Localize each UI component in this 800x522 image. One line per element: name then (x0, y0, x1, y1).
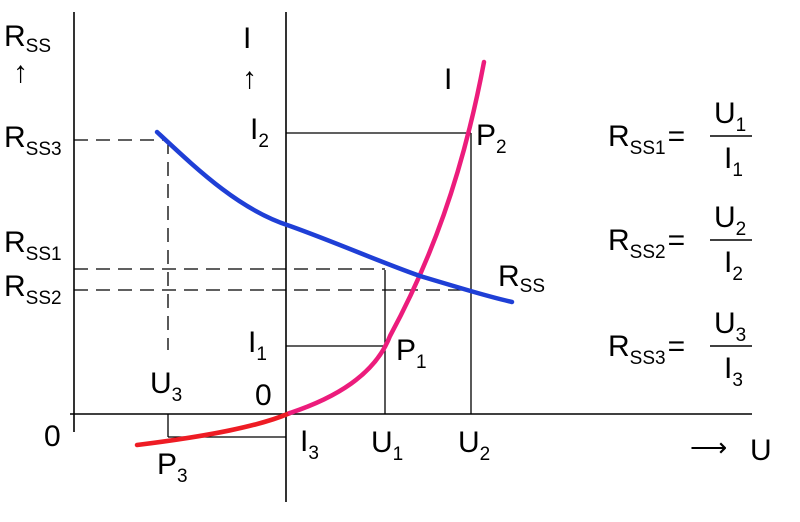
formula-rss3: RSS3= U3 I3 (608, 307, 752, 391)
formula-rss3-lhs: RSS3= (608, 330, 685, 369)
rss2-tick-label: RSS2 (4, 270, 62, 309)
rss-curve-label: RSS (498, 260, 545, 297)
formula-rss3-numerator: U3 (714, 307, 746, 346)
u2-tick-label: U2 (458, 426, 490, 465)
formula-rss2-denominator: I2 (724, 246, 743, 285)
i3-tick-label: I3 (300, 425, 319, 464)
point-p1-label: P1 (396, 334, 427, 373)
current-curve (287, 59, 487, 416)
current-curve-label: I (444, 63, 452, 96)
rss-axis-label-sub: SS (26, 36, 51, 57)
rss1-tick-label: RSS1 (4, 226, 62, 265)
i1-tick-label: I1 (248, 326, 267, 365)
left-origin-label: 0 (44, 420, 61, 453)
point-p3-label: P3 (157, 448, 188, 487)
i-axis-label: I (243, 22, 251, 55)
formula-rss2-numerator: U2 (714, 201, 746, 240)
formula-rss1-numerator: U1 (714, 97, 746, 136)
u3-tick-label: U3 (150, 367, 182, 406)
rss3-tick-label: RSS3 (4, 121, 62, 160)
rss-curve (154, 129, 515, 305)
rss-axis-arrow: ↑ (13, 56, 28, 89)
u1-tick-label: U1 (371, 426, 403, 465)
formula-rss2-lhs: RSS2= (608, 224, 685, 263)
center-origin-label: 0 (255, 379, 272, 412)
rss-curve-label-main: R (498, 260, 520, 293)
i-axis-arrow: ↑ (242, 62, 257, 95)
formula-rss1: RSS1= U1 I1 (608, 97, 752, 181)
current-curve-low (134, 410, 293, 448)
formula-rss2: RSS2= U2 I2 (608, 201, 752, 285)
u-axis-arrow: ⟶ (690, 432, 727, 462)
formula-rss1-denominator: I1 (724, 142, 743, 181)
point-p2-label: P2 (476, 119, 507, 158)
formula-rss1-lhs: RSS1= (608, 120, 685, 159)
formula-rss3-denominator: I3 (724, 352, 743, 391)
rss-axis-label: RSS (4, 20, 51, 57)
u-axis-label: U (750, 434, 772, 467)
i2-tick-label: I2 (250, 113, 269, 152)
rss-curve-label-sub: SS (520, 276, 545, 297)
rss-axis-label-main: R (4, 20, 26, 53)
